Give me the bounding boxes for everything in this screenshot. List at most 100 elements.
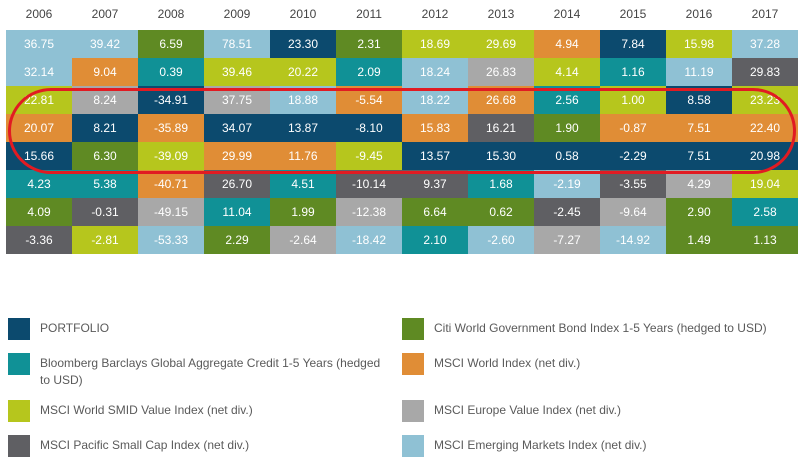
year-label: 2009 [223,7,251,21]
return-cell: -8.10 [336,114,402,142]
legend-label: Citi World Government Bond Index 1-5 Yea… [434,321,767,335]
returns-grid: 36.75 39.42 6.59 78.51 23.30 2.31 18.69 29.69 4.… [6,30,798,254]
return-cell: 9.37 [402,170,468,198]
return-cell: 15.30 [468,142,534,170]
legend-label: MSCI World Index (net div.) [434,356,581,370]
table-row: 20.07 8.21 -35.89 34.07 13.87 -8.10 15.83 16.21… [6,114,798,142]
legend-item-em: MSCI Emerging Markets Index (net div.) [402,435,794,457]
legend-item-portfolio: PORTFOLIO [8,318,388,340]
legend-label: MSCI Emerging Markets Index (net div.) [434,438,647,452]
return-cell: -34.91 [138,86,204,114]
year-label: 2014 [553,7,581,21]
table-row: 15.66 6.30 -39.09 29.99 11.76 -9.45 13.57 15.30… [6,142,798,170]
legend-label: Bloomberg Barclays Global Aggregate Cred… [40,356,381,387]
return-cell: -5.54 [336,86,402,114]
return-cell: 4.14 [534,58,600,86]
return-cell: 4.09 [6,198,72,226]
return-cell: 18.24 [402,58,468,86]
return-cell: 2.56 [534,86,600,114]
return-cell: -39.09 [138,142,204,170]
return-cell: 4.51 [270,170,336,198]
return-cell: -2.81 [72,226,138,254]
year-label: 2012 [421,7,449,21]
year-label: 2017 [751,7,779,21]
return-cell: -2.19 [534,170,600,198]
return-cell: 1.13 [732,226,798,254]
legend-label: PORTFOLIO [40,321,110,335]
legend-label: MSCI Europe Value Index (net div.) [434,403,621,417]
return-cell: -9.64 [600,198,666,226]
return-cell: 1.49 [666,226,732,254]
return-cell: 18.22 [402,86,468,114]
return-cell: 6.59 [138,30,204,58]
year-label: 2016 [685,7,713,21]
legend-item-pacific: MSCI Pacific Small Cap Index (net div.) [8,435,388,457]
table-row: 4.09 -0.31 -49.15 11.04 1.99 -12.38 6.64 0.62 -2… [6,198,798,226]
return-cell: -10.14 [336,170,402,198]
return-cell: -2.45 [534,198,600,226]
return-cell: -18.42 [336,226,402,254]
return-cell: 15.66 [6,142,72,170]
return-cell: 78.51 [204,30,270,58]
return-cell: 0.39 [138,58,204,86]
return-cell: 15.98 [666,30,732,58]
legend-item-smid: MSCI World SMID Value Index (net div.) [8,400,388,422]
return-cell: -7.27 [534,226,600,254]
return-cell: -3.55 [600,170,666,198]
return-cell: -49.15 [138,198,204,226]
return-cell: 23.30 [270,30,336,58]
return-cell: 5.38 [72,170,138,198]
return-cell: -9.45 [336,142,402,170]
return-cell: 29.83 [732,58,798,86]
return-cell: 11.04 [204,198,270,226]
legend-item-bbg: Bloomberg Barclays Global Aggregate Cred… [8,353,388,389]
legend-swatch [8,353,30,375]
return-cell: 29.99 [204,142,270,170]
return-cell: 7.51 [666,114,732,142]
return-cell: 20.22 [270,58,336,86]
return-cell: 4.29 [666,170,732,198]
return-cell: -14.92 [600,226,666,254]
return-cell: 11.76 [270,142,336,170]
return-cell: 6.64 [402,198,468,226]
return-cell: 9.04 [72,58,138,86]
return-cell: 6.30 [72,142,138,170]
return-cell: 32.14 [6,58,72,86]
return-cell: 22.81 [6,86,72,114]
return-cell: 0.58 [534,142,600,170]
return-cell: 4.94 [534,30,600,58]
legend-swatch [402,353,424,375]
return-cell: 15.83 [402,114,468,142]
return-cell: -2.64 [270,226,336,254]
return-cell: 36.75 [6,30,72,58]
year-label: 2011 [356,7,382,21]
table-row: 36.75 39.42 6.59 78.51 23.30 2.31 18.69 29.69 4.… [6,30,798,58]
year-label: 2006 [25,7,53,21]
return-cell: -53.33 [138,226,204,254]
legend-label: MSCI Pacific Small Cap Index (net div.) [40,438,250,452]
return-cell: 2.31 [336,30,402,58]
return-cell: 34.07 [204,114,270,142]
legend-item-world: MSCI World Index (net div.) [402,353,794,375]
return-cell: 7.84 [600,30,666,58]
legend-label: MSCI World SMID Value Index (net div.) [40,403,253,417]
return-cell: 2.10 [402,226,468,254]
return-cell: 13.87 [270,114,336,142]
return-cell: 2.90 [666,198,732,226]
return-cell: -0.87 [600,114,666,142]
year-label: 2008 [157,7,185,21]
return-cell: 13.57 [402,142,468,170]
return-cell: 0.62 [468,198,534,226]
legend-swatch [8,435,30,457]
return-cell: 16.21 [468,114,534,142]
table-row: 22.81 8.24 -34.91 37.75 18.88 -5.54 18.22 26.68… [6,86,798,114]
return-cell: 2.09 [336,58,402,86]
legend-swatch [402,318,424,340]
return-cell: 4.23 [6,170,72,198]
return-cell: 39.42 [72,30,138,58]
return-cell: 1.16 [600,58,666,86]
legend-swatch [402,435,424,457]
return-cell: 23.23 [732,86,798,114]
return-cell: 8.58 [666,86,732,114]
return-cell: 19.04 [732,170,798,198]
